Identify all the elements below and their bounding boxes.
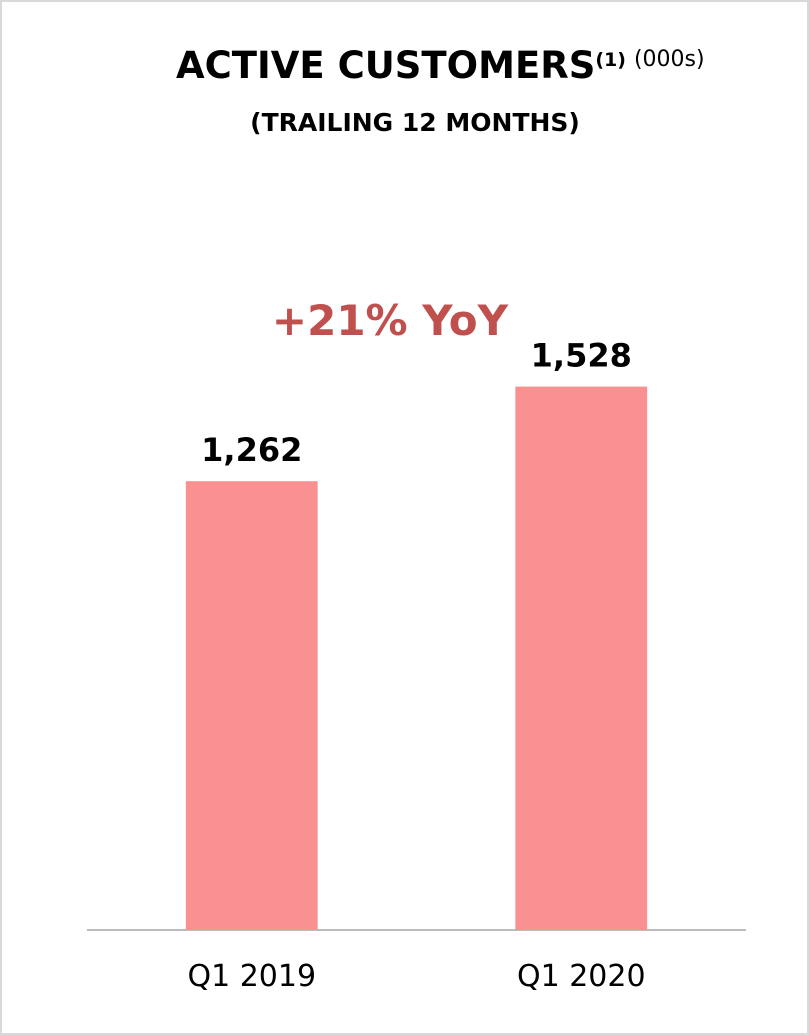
value-label: 1,262 bbox=[201, 431, 302, 469]
title-main: ACTIVE CUSTOMERS bbox=[176, 44, 595, 87]
chart-title: ACTIVE CUSTOMERS(1) (000s) bbox=[176, 44, 705, 87]
value-label: 1,528 bbox=[531, 337, 632, 375]
title-units: (000s) bbox=[634, 47, 705, 72]
bar bbox=[515, 386, 648, 931]
x-tick-label: Q1 2019 bbox=[187, 959, 316, 994]
title-note: (1) bbox=[595, 49, 626, 71]
annotation: +21% YoY bbox=[272, 296, 509, 345]
x-tick-label: Q1 2020 bbox=[517, 959, 646, 994]
chart-subtitle: (TRAILING 12 MONTHS) bbox=[250, 108, 580, 137]
bar bbox=[185, 481, 318, 930]
